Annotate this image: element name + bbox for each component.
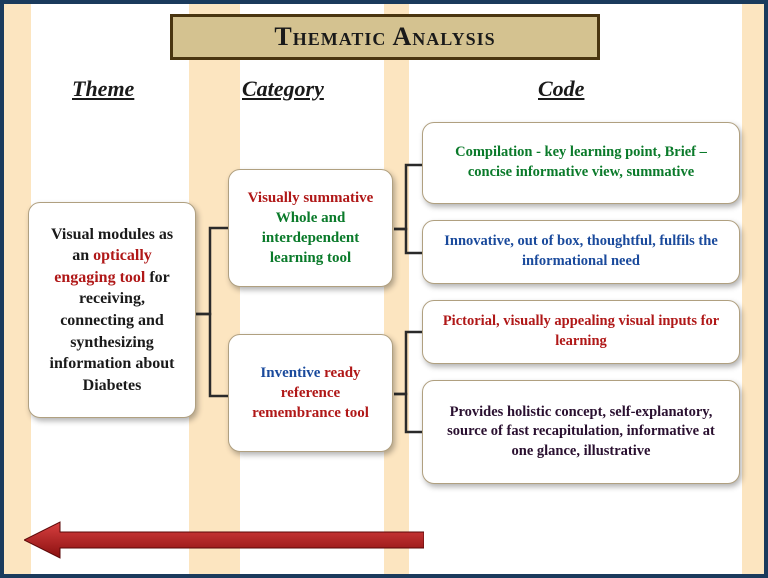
cat1-green: Whole and interdependent learning tool [262,210,360,267]
bottom-arrow [24,520,424,560]
header-theme: Theme [72,76,134,102]
theme-red: optically engaging tool [54,247,152,286]
code3-text: Pictorial, visually appealing visual inp… [435,312,727,351]
title-banner: Thematic Analysis [170,14,600,60]
code-box-3: Pictorial, visually appealing visual inp… [422,300,740,364]
cat1-red: Visually summative [248,190,374,206]
category-box-2: Inventive ready reference remembrance to… [228,334,393,452]
theme-post: for receiving, connecting and synthesizi… [50,269,175,394]
code-box-2: Innovative, out of box, thoughtful, fulf… [422,220,740,284]
header-category: Category [242,76,324,102]
title-text: Thematic Analysis [274,22,495,52]
code-box-1: Compilation - key learning point, Brief … [422,122,740,204]
code4-text: Provides holistic concept, self-explanat… [435,403,727,462]
code-box-4: Provides holistic concept, self-explanat… [422,380,740,484]
theme-box: Visual modules as an optically engaging … [28,202,196,418]
category-box-1: Visually summative Whole and interdepend… [228,169,393,287]
cat2-blue: Inventive [260,365,320,381]
code1-text: Compilation - key learning point, Brief … [435,143,727,182]
header-code: Code [538,76,584,102]
code2-text: Innovative, out of box, thoughtful, fulf… [435,232,727,271]
